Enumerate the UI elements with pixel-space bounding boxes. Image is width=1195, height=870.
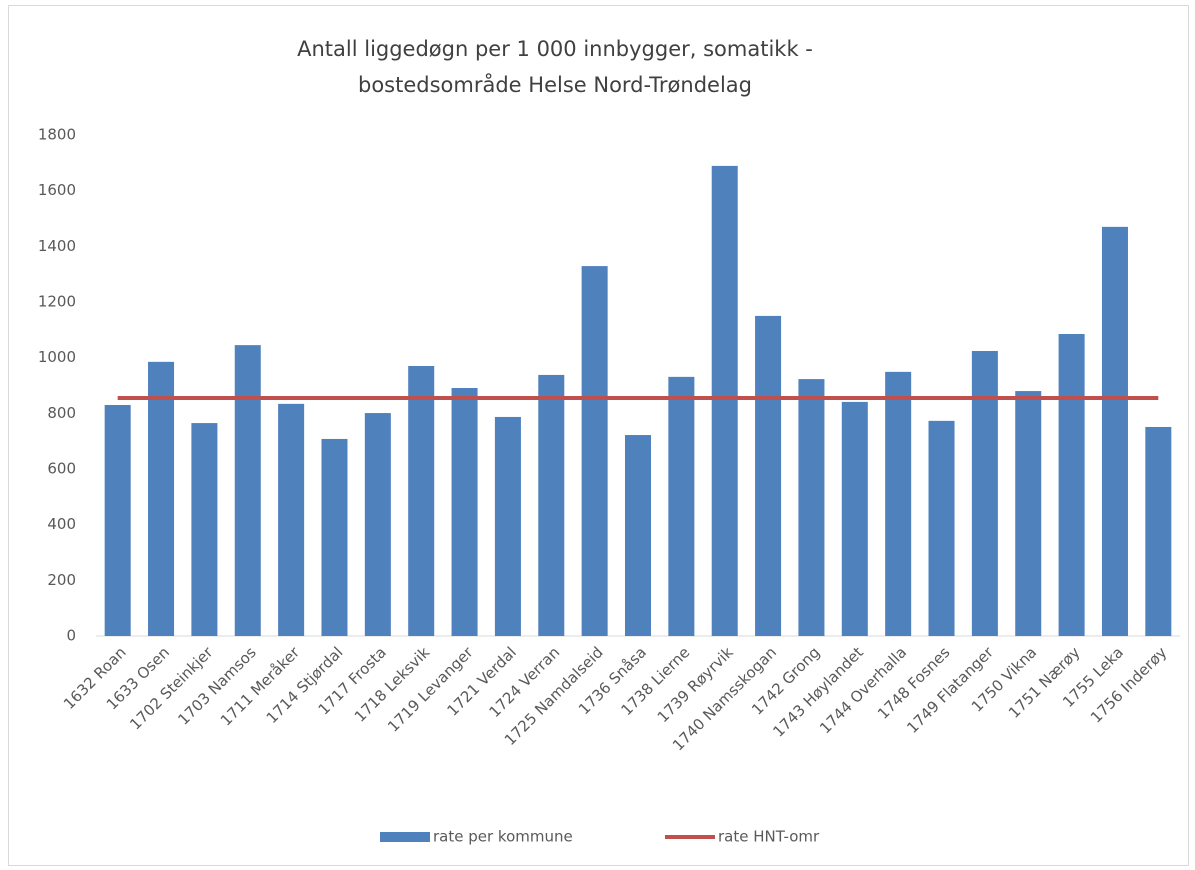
bar [668,376,695,636]
bar [755,315,782,636]
legend-label: rate HNT-omr [718,828,820,846]
bar [928,420,955,636]
bar [148,361,175,636]
bar [1101,226,1128,636]
y-tick-label: 1200 [38,293,76,311]
y-tick-label: 1000 [38,348,76,366]
y-tick-label: 400 [47,515,76,533]
y-tick-label: 1400 [38,237,76,255]
bar [1015,391,1042,636]
bar [278,403,305,636]
bar [841,401,868,636]
legend-swatch [380,832,430,842]
y-tick-label: 1800 [38,126,76,144]
bar [538,374,565,636]
y-tick-label: 800 [47,404,76,422]
y-tick-label: 0 [66,627,76,645]
bar [581,266,608,636]
bar [885,371,912,636]
bar [1058,334,1085,636]
bar [321,438,348,636]
bar [971,350,998,636]
bar [234,345,261,636]
bar [364,413,391,636]
y-tick-label: 200 [47,571,76,589]
bar [408,366,435,636]
bar [711,165,738,636]
bar [191,423,218,636]
chart-title: Antall liggedøgn per 1 000 innbygger, so… [297,37,813,61]
bar [624,435,652,636]
bar [494,416,521,636]
bar [451,388,478,636]
y-tick-label: 600 [47,460,76,478]
bar [104,404,131,636]
bar [798,379,825,636]
bar [1145,426,1172,636]
chart-title: bostedsområde Helse Nord-Trøndelag [358,72,752,97]
legend-label: rate per kommune [433,828,573,846]
y-tick-label: 1600 [38,181,76,199]
